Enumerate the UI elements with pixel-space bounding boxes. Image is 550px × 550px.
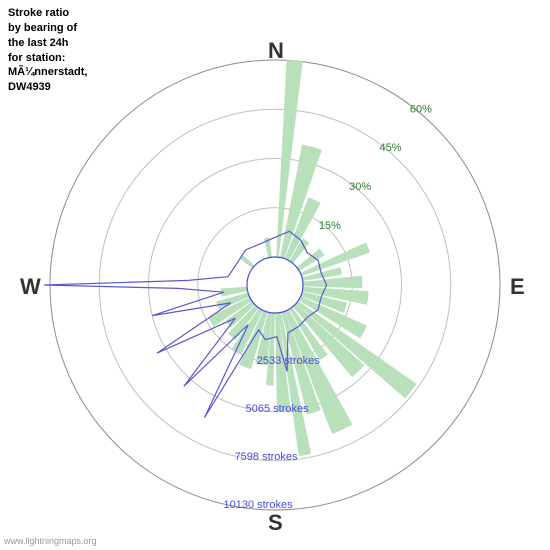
stroke-ring-label: 5065 strokes — [246, 403, 309, 415]
chart-container: Stroke ratio by bearing of the last 24h … — [0, 0, 550, 550]
stroke-ring-label: 7598 strokes — [235, 451, 298, 463]
pct-ring-label: 15% — [319, 220, 341, 232]
credit-link[interactable]: www.lightningmaps.org — [4, 536, 97, 546]
pct-ring-label: 30% — [349, 181, 371, 193]
pct-ring-label: 60% — [410, 103, 432, 115]
cardinal-s: S — [268, 510, 283, 536]
stroke-ring-label: 2533 strokes — [257, 355, 320, 367]
polar-chart: 15% 30% 45% 60% 2533 strokes 5065 strokes 759… — [0, 0, 550, 550]
pct-ring-label: 45% — [380, 142, 402, 154]
pct-labels: 15% 30% 45% 60% — [319, 103, 432, 231]
cardinal-w: W — [20, 274, 41, 300]
center-disc — [247, 257, 303, 313]
cardinal-e: E — [510, 274, 525, 300]
cardinal-n: N — [268, 38, 284, 64]
center-disc-circle — [247, 257, 303, 313]
